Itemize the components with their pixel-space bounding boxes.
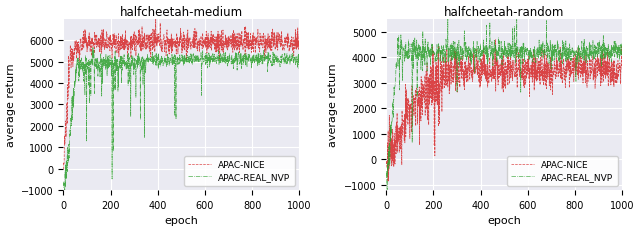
APAC-REAL_NVP (431, 54, 438, 57)
APAC-REAL_NVP (108, 58, 116, 60)
APAC-NICE (431, 141, 438, 144)
APAC-REAL_NVP (575, 48, 583, 50)
APAC-REAL_NVP (607, 54, 615, 57)
APAC-NICE (284, 37, 292, 40)
APAC-NICE (244, 36, 252, 39)
APAC-REAL_NVP (244, 58, 252, 61)
APAC-NICE (591, 80, 599, 83)
Y-axis label: average return: average return (6, 63, 15, 147)
Title: halfcheetah-random: halfcheetah-random (444, 6, 564, 18)
APAC-REAL_NVP (61, 204, 68, 207)
APAC-NICE (60, 168, 67, 171)
APAC-REAL_NVP (397, 34, 404, 37)
Line: APAC-REAL_NVP: APAC-REAL_NVP (386, 18, 622, 190)
Legend: APAC-NICE, APAC-REAL_NVP: APAC-NICE, APAC-REAL_NVP (507, 156, 618, 186)
APAC-NICE (575, 73, 583, 76)
APAC-REAL_NVP (60, 181, 67, 183)
APAC-REAL_NVP (296, 61, 303, 64)
APAC-REAL_NVP (618, 53, 626, 56)
APAC-NICE (566, 76, 574, 79)
X-axis label: epoch: epoch (164, 216, 198, 225)
APAC-NICE (397, 140, 404, 143)
Line: APAC-NICE: APAC-NICE (386, 41, 622, 182)
APAC-NICE (152, 18, 159, 21)
APAC-NICE (492, 39, 499, 42)
APAC-NICE (296, 48, 303, 50)
APAC-NICE (384, 180, 392, 183)
Line: APAC-NICE: APAC-NICE (63, 20, 300, 170)
Line: APAC-REAL_NVP: APAC-REAL_NVP (63, 49, 300, 205)
Y-axis label: average return: average return (328, 63, 339, 147)
APAC-REAL_NVP (591, 46, 599, 49)
APAC-NICE (607, 66, 615, 69)
APAC-NICE (268, 36, 276, 39)
APAC-NICE (252, 42, 260, 45)
APAC-REAL_NVP (74, 57, 82, 60)
APAC-REAL_NVP (382, 176, 390, 179)
APAC-REAL_NVP (383, 188, 391, 191)
APAC-REAL_NVP (269, 60, 276, 63)
APAC-REAL_NVP (89, 47, 97, 50)
APAC-NICE (108, 45, 115, 48)
APAC-NICE (618, 72, 626, 75)
APAC-NICE (382, 163, 390, 166)
Legend: APAC-NICE, APAC-REAL_NVP: APAC-NICE, APAC-REAL_NVP (184, 156, 295, 186)
X-axis label: epoch: epoch (487, 216, 521, 225)
APAC-REAL_NVP (285, 57, 292, 60)
APAC-REAL_NVP (444, 17, 452, 19)
APAC-REAL_NVP (566, 49, 574, 52)
Title: halfcheetah-medium: halfcheetah-medium (120, 6, 243, 18)
APAC-REAL_NVP (253, 54, 260, 56)
APAC-NICE (74, 47, 82, 50)
